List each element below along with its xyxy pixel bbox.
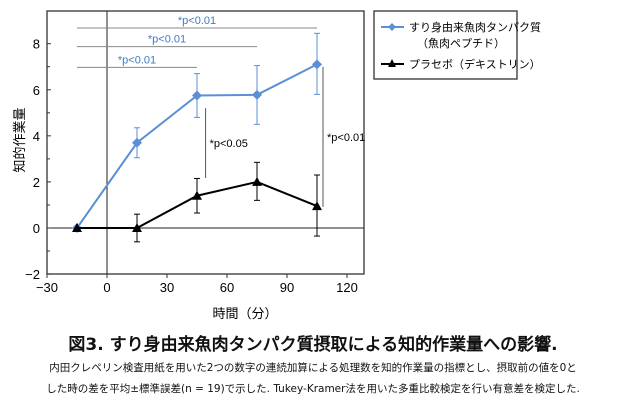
x-tick-label: 0 [103,280,110,295]
data-point-diamond [312,59,322,70]
y-tick-label: 2 [33,175,40,190]
x-tick-label: 90 [280,280,294,295]
legend-diamond-icon [388,23,396,31]
y-tick-label: 6 [33,83,40,98]
x-tick-label: −30 [36,280,58,295]
data-point-diamond [132,137,142,148]
legend-label-fish-sub: （魚肉ペプチド） [417,37,505,50]
data-point-triangle [132,223,142,232]
significance-label: *p<0.01 [118,54,156,66]
x-tick-label: 120 [336,280,358,295]
data-point-triangle [252,176,262,186]
x-axis-label: 時間（分） [212,306,277,321]
x-tick-label: 60 [220,280,234,295]
significance-label: *p<0.01 [327,132,365,144]
y-tick-label: 0 [33,221,40,236]
data-point-diamond [252,89,262,100]
legend [373,10,518,80]
x-tick-label: 30 [160,280,174,295]
chart: −30 0 30 60 90 120 −2 0 2 4 6 8 時間（分） 知的作業量 *p<0.01 *p<… [12,10,541,321]
y-tick-label: 8 [33,37,40,52]
figure-description-line2: した時の差を平均±標準誤差(n = 19)で示した. Tukey-Kramer法… [46,383,580,395]
legend-label-placebo: プラセボ（デキストリン） [409,57,541,71]
legend-triangle-icon [388,59,396,67]
y-axis-label: 知的作業量 [12,107,27,172]
significance-label: *p<0.01 [148,34,186,46]
significance-label: *p<0.05 [210,138,248,150]
data-point-triangle [72,223,82,232]
data-point-diamond [192,90,202,101]
data-point-triangle [192,190,202,200]
figure-description-line1: 内田クレペリン検査用紙を用いた2つの数字の連続加算による処理数を知的作業量の指標… [49,362,577,374]
legend-label-fish: すり身由来魚肉タンパク質 [409,20,541,34]
data-point-triangle [312,201,322,211]
y-tick-label: −2 [25,267,40,282]
y-tick-label: 4 [33,129,40,144]
significance-label: *p<0.01 [178,15,216,27]
figure-title: 図3. すり身由来魚肉タンパク質摂取による知的作業量への影響. [68,335,558,355]
